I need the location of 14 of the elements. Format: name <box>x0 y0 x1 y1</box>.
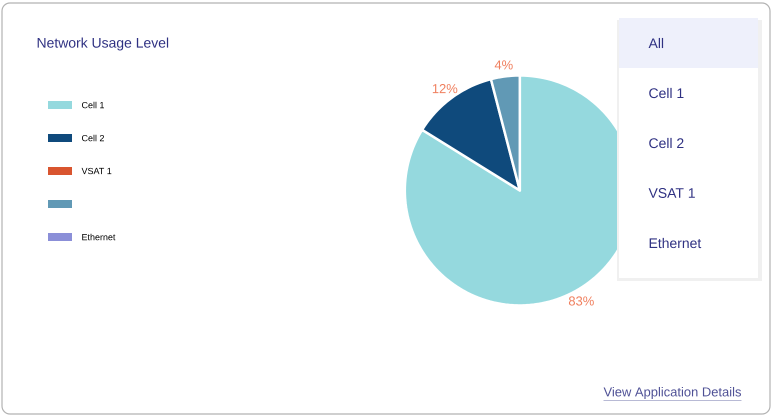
text: Ethernet <box>650 238 702 248</box>
legend-label: Cell 1 <box>82 102 104 108</box>
text: View Application Details <box>604 386 741 400</box>
text: All <box>648 38 664 48</box>
text: Cell 1 <box>649 88 684 98</box>
legend-label: Cell 2 <box>82 134 104 142</box>
legend-label: VSAT 1 <box>82 168 112 174</box>
chart-title: Network Usage Level <box>38 37 168 50</box>
text: Cell 2 <box>649 138 684 148</box>
legend-label: Ethernet <box>82 234 116 240</box>
data-label: 4% <box>494 60 513 70</box>
text: VSAT 1 <box>648 188 695 198</box>
data-label: 83% <box>568 296 594 306</box>
data-label: 12% <box>432 84 458 94</box>
